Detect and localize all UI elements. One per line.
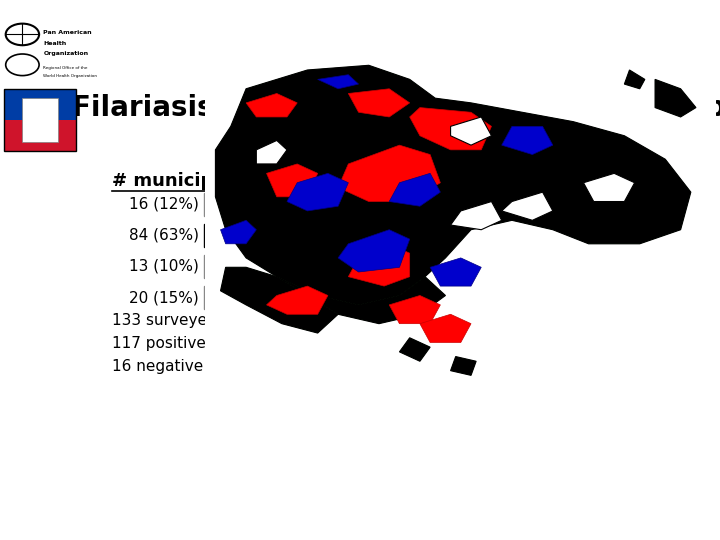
Polygon shape [266, 286, 328, 314]
Text: 0: 0 [243, 197, 253, 212]
Polygon shape [400, 338, 430, 361]
Text: Filariasis: % of children testing positive by: Filariasis: % of children testing positi… [73, 94, 720, 123]
Polygon shape [276, 276, 446, 323]
Polygon shape [266, 164, 318, 197]
Text: 117 positive: 117 positive [112, 336, 206, 351]
Polygon shape [348, 244, 410, 286]
Text: 16 negative: 16 negative [112, 359, 204, 374]
Text: 10 to 45: 10 to 45 [243, 290, 307, 305]
Text: municipality, 2001: municipality, 2001 [264, 115, 552, 143]
Polygon shape [410, 107, 492, 150]
Text: World Health Organization: World Health Organization [43, 73, 97, 78]
Polygon shape [451, 356, 476, 375]
Polygon shape [502, 192, 553, 220]
Text: 20 (15%): 20 (15%) [129, 290, 199, 305]
Bar [22, 98, 58, 142]
Polygon shape [220, 267, 338, 333]
Text: 13 (10%): 13 (10%) [129, 259, 199, 274]
Bar [4, 120, 76, 151]
Polygon shape [430, 258, 481, 286]
Polygon shape [655, 79, 696, 117]
Text: 5.0 to 9.9: 5.0 to 9.9 [243, 259, 317, 274]
Bar [204, 286, 235, 309]
Polygon shape [583, 173, 634, 201]
Polygon shape [220, 220, 256, 244]
Text: Organization: Organization [43, 51, 89, 56]
Polygon shape [348, 89, 410, 117]
Bar [4, 89, 76, 120]
Bar [204, 255, 235, 278]
Text: Pan American: Pan American [43, 30, 92, 35]
Polygon shape [215, 65, 690, 305]
Polygon shape [338, 145, 441, 201]
Polygon shape [287, 173, 348, 211]
Text: 84 (63%): 84 (63%) [129, 228, 199, 243]
Text: 133 surveyed municipalities: 133 surveyed municipalities [112, 313, 328, 328]
Bar [204, 224, 235, 247]
Polygon shape [318, 75, 359, 89]
Polygon shape [451, 117, 492, 145]
Text: Regional Office of the: Regional Office of the [43, 66, 88, 70]
Text: 16 (12%): 16 (12%) [129, 197, 199, 212]
Polygon shape [338, 230, 410, 272]
Bar [204, 193, 235, 215]
Text: MSPP-Hôpital S.Croix HSC-OPS-OMS-CDC: MSPP-Hôpital S.Croix HSC-OPS-OMS-CDC [310, 461, 631, 475]
Polygon shape [624, 70, 645, 89]
Polygon shape [451, 201, 502, 229]
Polygon shape [420, 314, 471, 342]
Polygon shape [256, 140, 287, 164]
Text: # municipalities: # municipalities [112, 172, 276, 190]
Polygon shape [390, 295, 441, 323]
Text: 0.1 to 4.9: 0.1 to 4.9 [243, 228, 317, 243]
Polygon shape [390, 173, 441, 206]
Text: Health: Health [43, 41, 66, 46]
Polygon shape [246, 93, 297, 117]
Polygon shape [502, 126, 553, 154]
